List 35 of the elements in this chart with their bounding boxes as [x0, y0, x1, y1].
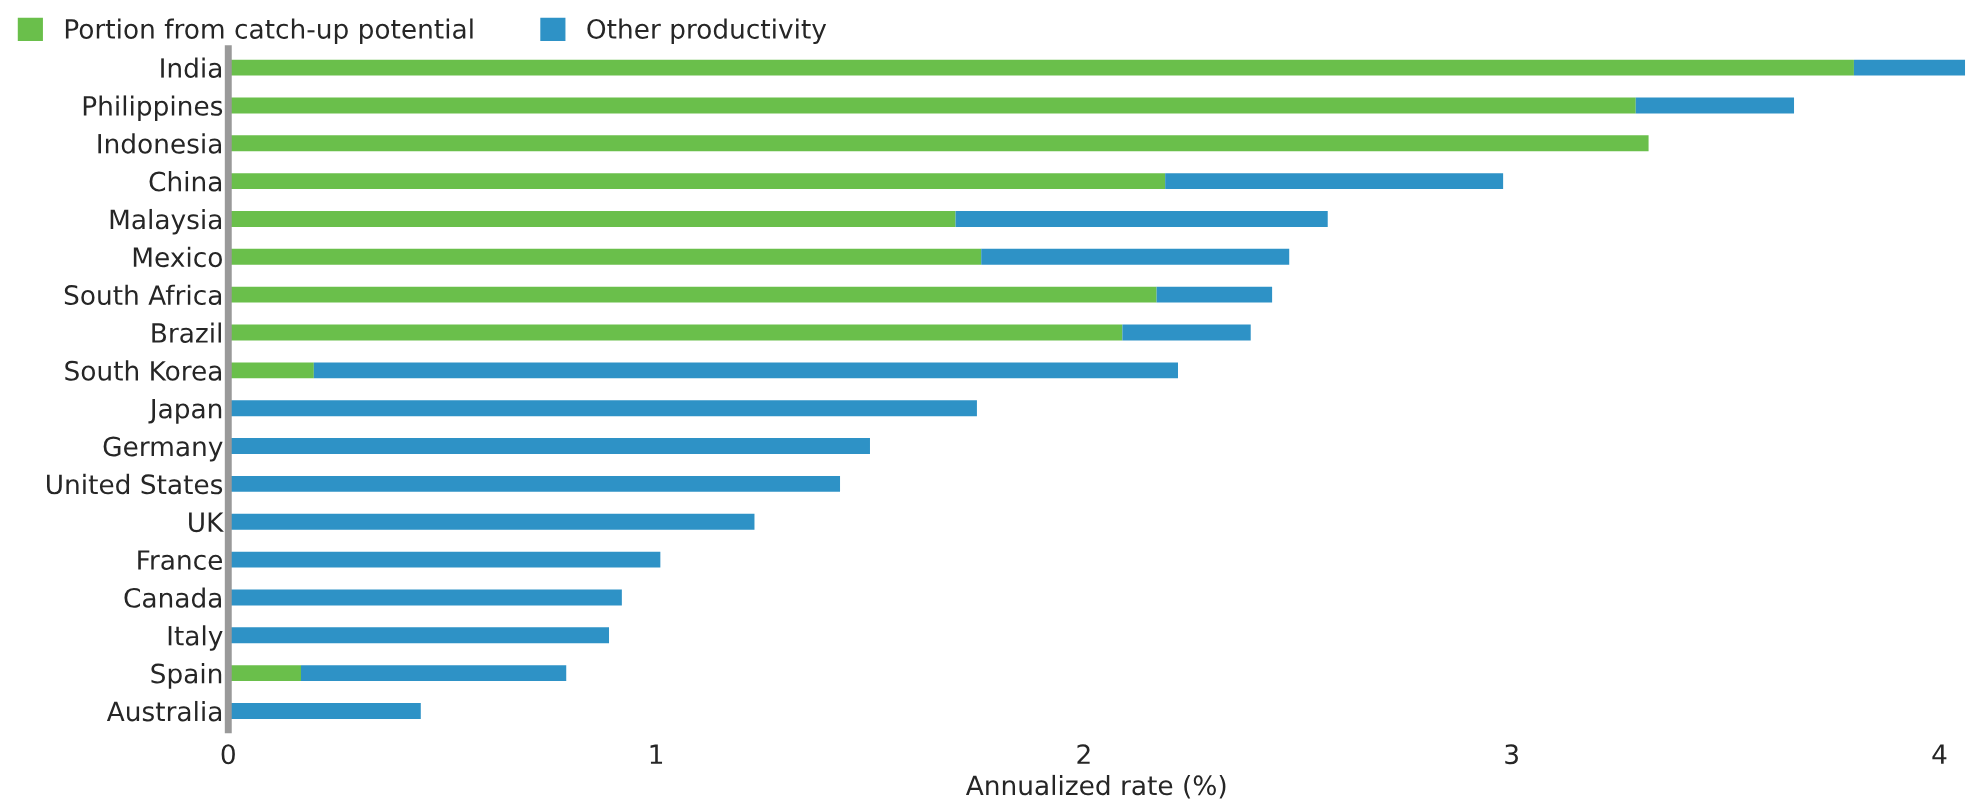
bar [313, 362, 1178, 379]
x-tick-label: 4 [1932, 744, 1947, 764]
x-tick-label: 0 [221, 744, 235, 765]
legend-label: Portion from catch-up potential [65, 18, 473, 45]
y-tick-label: Mexico [133, 246, 222, 268]
y-tick-label: United States [47, 473, 223, 495]
y-tick-label: China [149, 171, 222, 192]
legend-label: Other productivity [587, 18, 827, 45]
x-tick-label: 1 [650, 744, 663, 764]
x-tick-label: 2 [1077, 744, 1090, 764]
y-tick-label: Italy [168, 625, 223, 651]
y-tick-label: Indonesia [98, 133, 222, 154]
y-tick-label: India [161, 57, 222, 78]
bar [955, 211, 1328, 227]
bar [301, 665, 567, 682]
bar [981, 248, 1290, 265]
y-tick-label: Australia [106, 700, 222, 722]
bar [1635, 97, 1795, 114]
bar [1122, 324, 1251, 341]
y-tick-label: South Africa [64, 284, 222, 306]
y-tick-label: France [138, 550, 223, 570]
y-tick-label: Germany [103, 436, 223, 462]
x-axis-title: Annualized rate (%) [965, 774, 1226, 799]
bar [1156, 286, 1273, 303]
bar [1853, 59, 1966, 76]
y-tick-label: Philippines [83, 95, 223, 121]
y-tick-label: Canada [124, 587, 222, 608]
y-tick-label: Spain [151, 663, 222, 689]
x-tick-label: 3 [1505, 744, 1518, 765]
bar [1165, 173, 1504, 190]
y-tick-label: Brazil [152, 322, 221, 343]
y-tick-label: UK [189, 512, 224, 533]
y-tick-label: Japan [148, 398, 222, 424]
y-tick-label: South Korea [65, 360, 222, 381]
y-tick-label: Malaysia [110, 208, 222, 235]
